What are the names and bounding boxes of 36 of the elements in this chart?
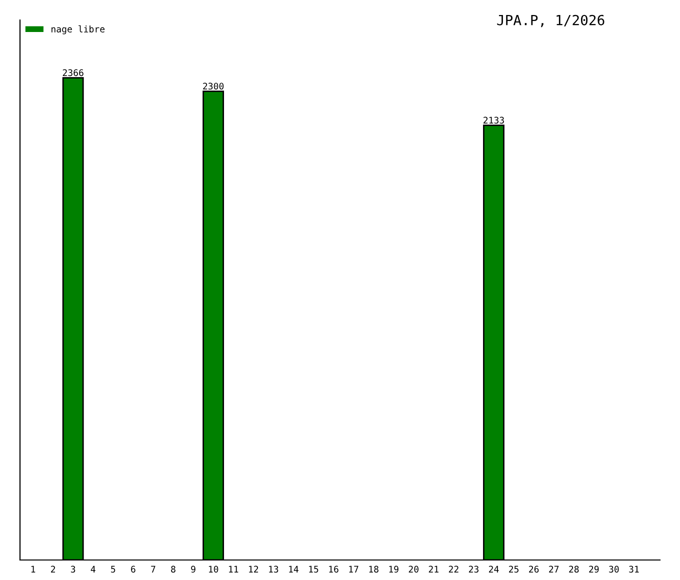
x-tick-label: 29 <box>589 566 599 573</box>
x-tick-label: 11 <box>228 566 238 572</box>
x-tick-label: 12 <box>249 566 258 572</box>
x-tick-label: 30 <box>609 566 619 573</box>
x-tick-label: 10 <box>208 566 218 573</box>
x-tick-label: 22 <box>448 566 458 572</box>
x-tick-label: 19 <box>389 566 398 573</box>
x-tick-label: 25 <box>509 566 518 573</box>
legend-label: nage libre <box>52 25 105 34</box>
x-tick-label: 24 <box>488 566 499 572</box>
x-tick-label: 4 <box>90 566 96 572</box>
x-tick-label: 20 <box>408 566 418 573</box>
x-tick-label: 15 <box>309 566 318 573</box>
x-tick-label: 28 <box>569 566 579 573</box>
x-tick-label: 8 <box>171 566 176 573</box>
chart-title: JPA.P, 1/2026 <box>497 14 604 28</box>
data-label: 2366 <box>62 69 84 76</box>
data-label: 2300 <box>203 82 224 90</box>
x-tick-label: 18 <box>369 566 378 573</box>
x-tick-label: 26 <box>529 566 539 573</box>
x-tick-label: 5 <box>111 566 116 573</box>
x-tick-label: 17 <box>349 566 358 572</box>
x-tick-label: 6 <box>131 566 136 573</box>
x-tick-label: 14 <box>289 566 298 572</box>
x-tick-label: 1 <box>31 566 36 572</box>
x-tick-label: 16 <box>329 566 338 573</box>
x-tick-label: 21 <box>428 566 438 572</box>
x-tick-label: 9 <box>191 566 196 573</box>
x-tick-label: 7 <box>151 566 156 572</box>
x-tick-label: 31 <box>629 566 639 573</box>
x-tick-label: 3 <box>70 566 76 573</box>
x-tick-label: 27 <box>549 566 559 572</box>
x-tick-label: 2 <box>51 566 55 572</box>
x-tick-label: 23 <box>468 566 478 573</box>
data-label: 2133 <box>484 116 504 124</box>
x-tick-label: 13 <box>269 566 278 573</box>
